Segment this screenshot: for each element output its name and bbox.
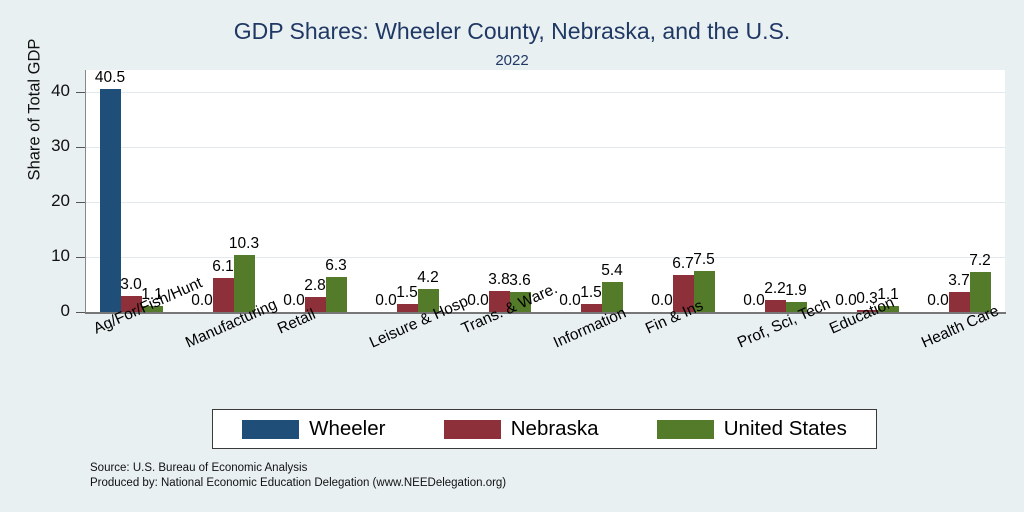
bar-nebraska-9	[948, 291, 970, 312]
bar-value-label: 7.2	[969, 252, 991, 270]
gridline	[86, 147, 1005, 148]
bar-united-states-5	[601, 282, 623, 312]
footer-produced-by: Produced by: National Economic Education…	[90, 477, 507, 489]
bar-value-label: 5.4	[601, 262, 623, 280]
bar-value-label: 0.0	[651, 292, 673, 309]
bar-value-label: 10.3	[228, 235, 260, 253]
chart-subtitle: 2022	[495, 52, 529, 69]
bar-value-label: 1.9	[785, 281, 807, 299]
gridline	[86, 257, 1005, 258]
bar-united-states-2	[325, 277, 347, 312]
bar-nebraska-4	[488, 291, 510, 312]
bar-value-label: 2.2	[764, 279, 786, 297]
bar-value-label: 6.3	[325, 257, 347, 275]
bar-nebraska-5	[580, 303, 602, 312]
bar-value-label: 0.0	[927, 292, 949, 309]
bar-nebraska-2	[304, 296, 326, 312]
y-axis-tick-mark	[76, 257, 85, 258]
bar-value-label: 1.5	[580, 283, 602, 301]
y-axis-tick-mark	[76, 147, 85, 148]
bar-value-label: 1.1	[877, 285, 899, 303]
bar-value-label: 1.5	[396, 283, 418, 301]
bar-value-label: 40.5	[94, 69, 126, 87]
bar-united-states-3	[417, 288, 439, 312]
bar-nebraska-1	[212, 278, 234, 312]
chart-title: GDP Shares: Wheeler County, Nebraska, an…	[233, 18, 791, 44]
footer-source: Source: U.S. Bureau of Economic Analysis	[90, 462, 308, 474]
legend-item-nebraska[interactable]: Nebraska	[443, 417, 599, 441]
bar-value-label: 3.7	[948, 271, 970, 289]
x-axis-line	[85, 312, 1006, 314]
bar-value-label: 6.7	[672, 255, 694, 273]
y-axis-tick-label: 10	[51, 246, 70, 265]
bar-united-states-6	[693, 270, 715, 312]
bar-nebraska-7	[764, 299, 786, 312]
legend-label: Wheeler	[309, 417, 386, 440]
y-axis-tick-label: 30	[51, 136, 70, 155]
bar-value-label: 0.0	[191, 292, 213, 309]
bar-value-label: 0.0	[743, 292, 765, 309]
bar-value-label: 0.3	[856, 290, 878, 308]
bar-value-label: 7.5	[693, 250, 715, 268]
bar-united-states-7	[785, 301, 807, 312]
bar-value-label: 2.8	[304, 276, 326, 294]
footer: Source: U.S. Bureau of Economic Analysis…	[90, 461, 506, 491]
bar-united-states-1	[233, 255, 255, 312]
bar-value-label: 0.0	[835, 292, 857, 309]
bar-nebraska-3	[396, 303, 418, 312]
legend-label: Nebraska	[510, 417, 599, 440]
y-axis-tick-mark	[76, 312, 85, 313]
bar-united-states-0	[141, 305, 163, 312]
bar-united-states-9	[969, 272, 991, 312]
y-axis-tick-label: 40	[51, 81, 70, 100]
bar-nebraska-0	[120, 295, 142, 312]
bar-value-label: 0.0	[375, 292, 397, 309]
bar-value-label: 3.6	[509, 272, 531, 290]
legend-swatch-icon	[443, 419, 501, 439]
bar-united-states-4	[509, 292, 531, 312]
y-axis-tick-mark	[76, 202, 85, 203]
gridline	[86, 92, 1005, 93]
bar-value-label: 4.2	[417, 268, 439, 286]
y-axis-tick-label: 0	[60, 301, 70, 320]
bar-wheeler-0	[99, 89, 121, 312]
legend-label: United States	[723, 417, 847, 440]
bar-nebraska-8	[856, 310, 878, 312]
bar-value-label: 0.0	[467, 292, 489, 309]
legend-swatch-icon	[242, 419, 300, 439]
legend: Wheeler Nebraska United States	[212, 409, 877, 449]
legend-swatch-icon	[656, 419, 714, 439]
y-axis-tick-mark	[76, 92, 85, 93]
bar-nebraska-6	[672, 275, 694, 312]
legend-item-wheeler[interactable]: Wheeler	[242, 417, 385, 441]
bar-value-label: 1.1	[141, 285, 163, 303]
legend-item-united-states[interactable]: United States	[656, 417, 847, 441]
bar-united-states-8	[877, 305, 899, 312]
bar-value-label: 0.0	[559, 292, 581, 309]
bar-value-label: 3.8	[488, 271, 510, 289]
gridline	[86, 202, 1005, 203]
bar-value-label: 6.1	[212, 258, 234, 276]
y-axis-tick-label: 20	[51, 191, 70, 210]
bar-value-label: 0.0	[283, 292, 305, 309]
bar-value-label: 3.0	[120, 275, 142, 293]
